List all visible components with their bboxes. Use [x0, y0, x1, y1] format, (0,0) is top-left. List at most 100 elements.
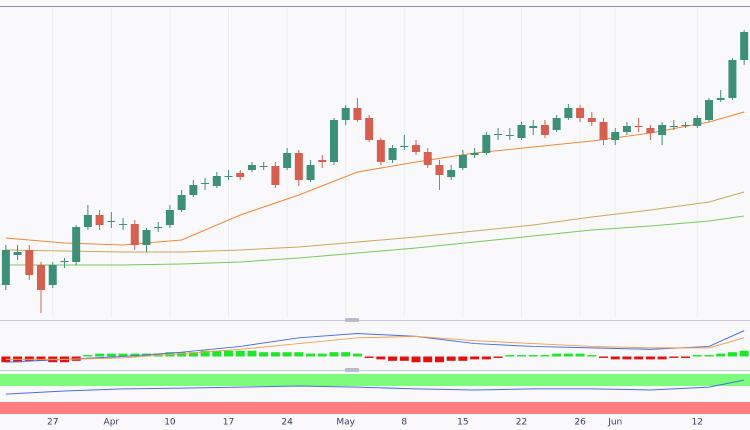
candle-body	[72, 227, 81, 262]
histogram-bar	[716, 353, 726, 357]
histogram-bar	[270, 352, 280, 357]
candle-body	[716, 98, 725, 100]
candle-body	[259, 166, 268, 167]
histogram-bar	[446, 356, 456, 361]
histogram-bar	[376, 356, 386, 360]
candle-body	[142, 230, 151, 245]
x-tick-label: 26	[574, 418, 586, 428]
x-tick-label: 24	[281, 418, 293, 428]
histogram-bar	[481, 356, 491, 360]
candle-body	[564, 108, 573, 118]
histogram-bar	[563, 353, 573, 357]
histogram-bar	[669, 356, 679, 358]
histogram-bar	[118, 353, 128, 357]
histogram-bar	[177, 352, 187, 357]
panel-handle[interactable]	[345, 318, 359, 322]
candle-body	[1, 250, 10, 285]
candle-body	[740, 32, 749, 60]
histogram-bar	[575, 353, 585, 357]
x-tick-label: 15	[457, 418, 468, 428]
histogram-bar	[294, 352, 304, 357]
histogram-bar	[224, 350, 234, 357]
x-tick-label: Apr	[104, 418, 120, 428]
histogram-bar	[493, 356, 503, 358]
histogram-bar	[317, 353, 327, 357]
candle-body	[329, 120, 338, 162]
histogram-bar	[528, 355, 538, 357]
histogram-bar	[704, 355, 714, 357]
candle-body	[95, 215, 104, 225]
candle-body	[423, 152, 432, 165]
histogram-bar	[739, 350, 749, 357]
panel-handle[interactable]	[345, 368, 359, 372]
oscillator-line	[5, 379, 745, 395]
x-tick-label: 27	[47, 418, 58, 428]
histogram-bar	[458, 356, 468, 361]
candle-body	[201, 183, 210, 184]
histogram-bar	[212, 350, 222, 357]
histogram-bar	[657, 356, 667, 360]
candle-body	[517, 125, 526, 138]
histogram-bar	[505, 355, 515, 357]
histogram-bar	[200, 350, 210, 357]
candle-body	[48, 265, 57, 285]
candle-body	[458, 155, 467, 168]
candle-body	[165, 210, 174, 225]
candle-body	[587, 118, 596, 122]
x-tick-label: Jun	[607, 418, 622, 428]
histogram-bar	[610, 356, 620, 360]
candle-body	[25, 250, 34, 275]
candle-body	[529, 126, 538, 128]
x-tick-label: 10	[164, 418, 176, 428]
candle-body	[107, 221, 116, 222]
candle-body	[646, 128, 655, 133]
candle-body	[552, 118, 561, 130]
histogram-bar	[645, 356, 655, 360]
candle-body	[318, 160, 327, 162]
x-tick-label: 12	[692, 418, 703, 428]
histogram-bar	[24, 356, 34, 361]
histogram-bar	[634, 356, 644, 360]
histogram-bar	[352, 353, 362, 357]
histogram-bar	[306, 353, 316, 357]
histogram-bar	[587, 355, 597, 357]
candle-body	[494, 134, 503, 135]
candle-body	[540, 125, 549, 135]
histogram-bar	[434, 356, 444, 363]
candle-body	[212, 176, 221, 186]
overbought-band	[0, 374, 750, 386]
candle-body	[669, 126, 678, 127]
candle-body	[189, 185, 198, 195]
histogram-bar	[259, 352, 269, 357]
candle-body	[681, 125, 690, 126]
candle-body	[130, 224, 139, 245]
candle-body	[306, 165, 315, 180]
candle-body	[447, 170, 456, 177]
histogram-bar	[411, 356, 421, 363]
histogram-bar	[399, 356, 409, 361]
histogram-bar	[516, 355, 526, 357]
indicator-line	[5, 330, 745, 363]
candle-body	[83, 215, 92, 227]
histogram-bar	[95, 353, 105, 357]
histogram-bar	[106, 353, 116, 357]
candle-body	[247, 165, 256, 170]
histogram-bar	[552, 353, 562, 357]
histogram-bar	[727, 352, 737, 357]
candle-body	[704, 100, 713, 120]
candle-body	[236, 173, 245, 177]
x-tick-label: 22	[516, 418, 527, 428]
candle-body	[728, 60, 737, 98]
candle-body	[658, 125, 667, 135]
histogram-bar	[130, 353, 140, 357]
histogram-bar	[681, 356, 691, 358]
candle-body	[599, 122, 608, 140]
moving-average	[5, 215, 745, 266]
candle-body	[353, 108, 362, 120]
candle-body	[294, 153, 303, 180]
histogram-bar	[329, 352, 339, 357]
candle-body	[412, 145, 421, 152]
candle-body	[60, 261, 69, 262]
